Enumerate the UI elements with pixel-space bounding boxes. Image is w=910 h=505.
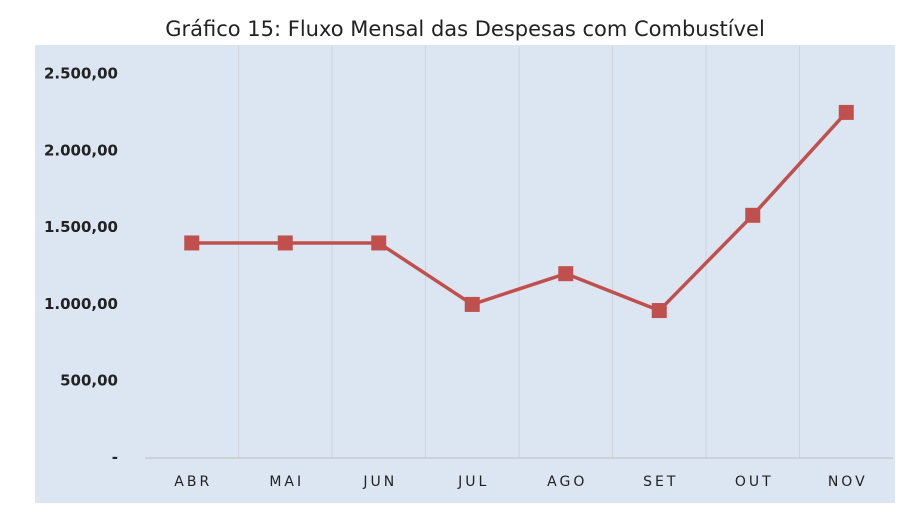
plot-background — [35, 45, 895, 503]
point-marker — [277, 235, 293, 251]
y-tick-label: 500,00 — [60, 372, 118, 390]
y-tick-label: 1.000,00 — [44, 295, 118, 313]
x-tick-label: JUL — [457, 474, 489, 490]
x-tick-label: ABR — [174, 474, 212, 490]
y-tick-label: 2.000,00 — [44, 141, 118, 159]
chart-title: Gráfico 15: Fluxo Mensal das Despesas co… — [165, 17, 765, 41]
x-tick-label: SET — [643, 474, 678, 490]
series-line — [191, 111, 848, 313]
x-tick-label: OUT — [735, 474, 774, 490]
point-marker — [651, 303, 667, 319]
y-tick-label: 1.500,00 — [44, 218, 118, 236]
y-tick-label: - — [112, 449, 118, 467]
point-marker — [371, 235, 387, 251]
x-tick-label: JUN — [362, 474, 397, 490]
point-marker — [745, 207, 761, 223]
x-tick-label: NOV — [828, 474, 868, 490]
point-marker — [838, 104, 854, 120]
x-tick-label: AGO — [547, 474, 587, 490]
point-marker — [558, 266, 574, 282]
y-tick-label: 2.500,00 — [44, 65, 118, 83]
point-marker — [464, 296, 480, 312]
point-marker — [184, 235, 200, 251]
x-tick-label: MAI — [269, 474, 304, 490]
